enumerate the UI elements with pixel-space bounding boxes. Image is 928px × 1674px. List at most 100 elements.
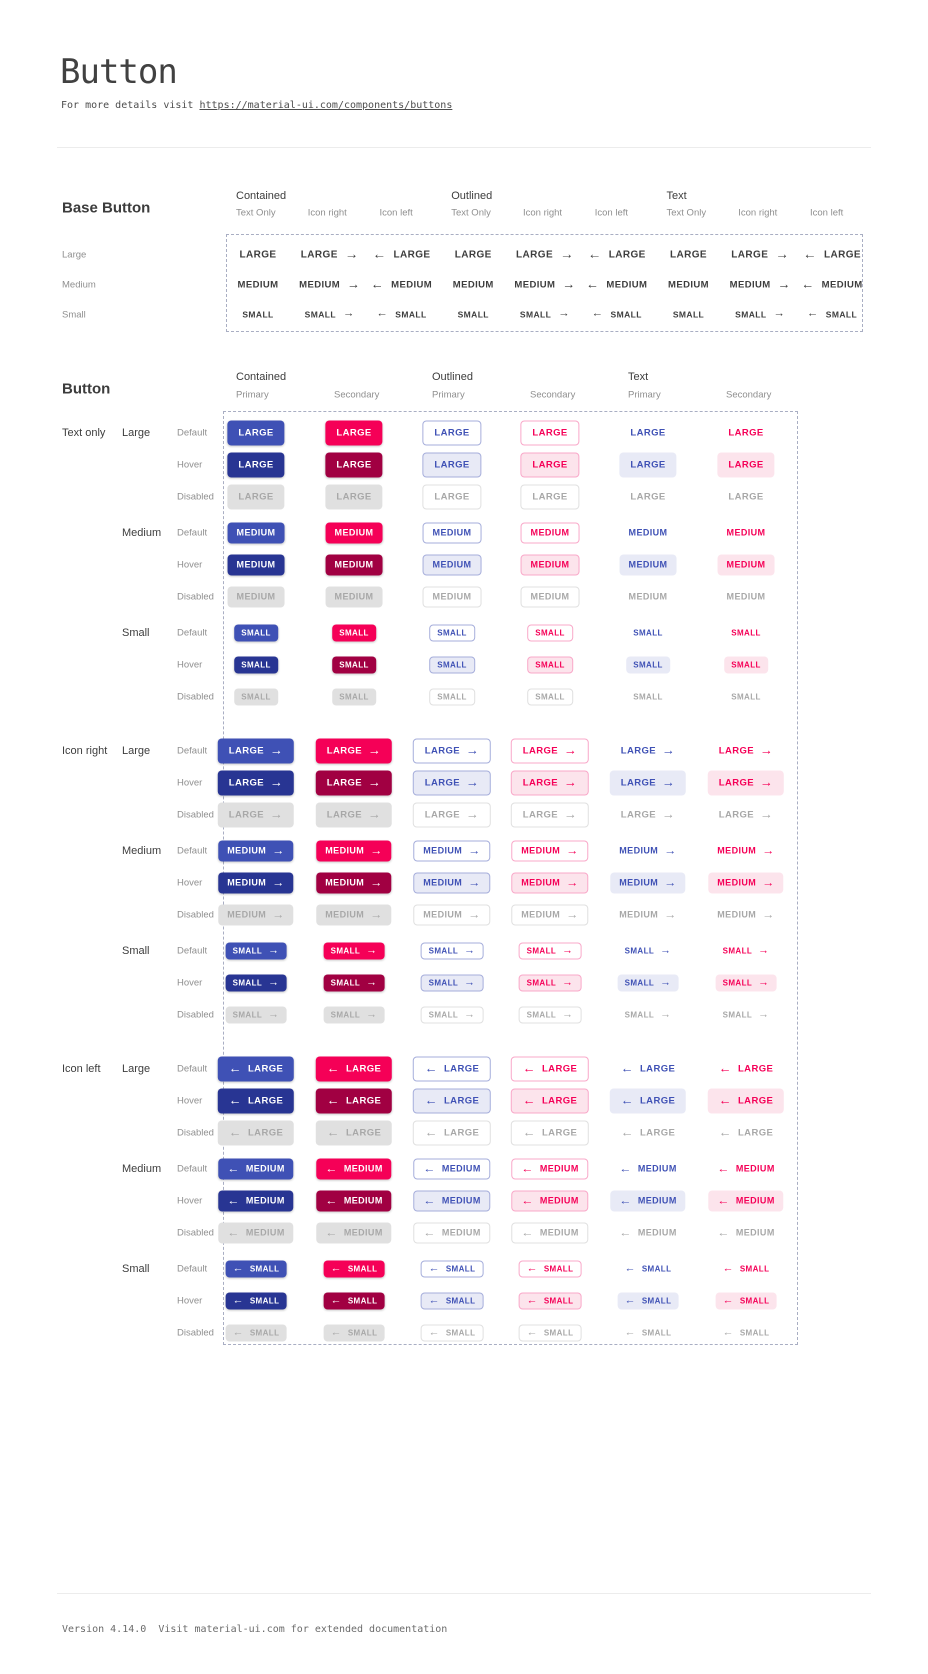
btn-text-secondary-medium-disabled-icon-right[interactable]: MEDIUM →: [708, 905, 783, 926]
docs-link[interactable]: https://material-ui.com/components/butto…: [199, 100, 453, 111]
base-button-small-icon-left[interactable]: ← SMALL: [369, 307, 433, 324]
btn-text-primary-large-default-icon-right[interactable]: LARGE →: [610, 739, 686, 764]
btn-outlined-secondary-large-default-icon-right[interactable]: LARGE →: [510, 738, 590, 764]
btn-contained-primary-medium-disabled-icon-right[interactable]: MEDIUM →: [218, 904, 294, 926]
btn-outlined-primary-medium-default-icon-left[interactable]: ← MEDIUM: [413, 1158, 491, 1180]
btn-contained-primary-small-default-icon-right[interactable]: SMALL →: [225, 942, 287, 960]
btn-contained-primary-large-hover-icon-right[interactable]: LARGE →: [217, 770, 295, 796]
btn-text-primary-medium-disabled-icon-none[interactable]: MEDIUM: [620, 587, 677, 608]
base-button-small-icon-none[interactable]: SMALL: [666, 307, 711, 324]
btn-contained-secondary-small-default-icon-right[interactable]: SMALL →: [323, 942, 385, 960]
btn-outlined-primary-medium-default-icon-right[interactable]: MEDIUM →: [413, 840, 491, 862]
btn-contained-secondary-large-disabled-icon-none[interactable]: LARGE: [325, 484, 383, 510]
btn-contained-primary-large-disabled-icon-none[interactable]: LARGE: [227, 484, 285, 510]
base-button-small-icon-none[interactable]: SMALL: [235, 307, 280, 324]
base-button-large-icon-none[interactable]: LARGE: [444, 243, 503, 268]
btn-contained-primary-medium-default-icon-right[interactable]: MEDIUM →: [218, 840, 294, 862]
btn-outlined-secondary-medium-default-icon-none[interactable]: MEDIUM: [520, 522, 580, 544]
base-button-small-icon-right[interactable]: SMALL →: [513, 307, 577, 324]
btn-text-secondary-medium-default-icon-left[interactable]: ← MEDIUM: [708, 1159, 783, 1180]
base-button-large-icon-right[interactable]: LARGE →: [505, 243, 585, 268]
btn-text-secondary-large-hover-icon-left[interactable]: ← LARGE: [707, 1088, 785, 1114]
btn-outlined-secondary-small-disabled-icon-none[interactable]: SMALL: [527, 688, 573, 706]
btn-contained-secondary-small-hover-icon-left[interactable]: ← SMALL: [323, 1292, 385, 1310]
btn-text-primary-small-default-icon-left[interactable]: ← SMALL: [618, 1261, 679, 1278]
btn-outlined-secondary-small-hover-icon-none[interactable]: SMALL: [527, 656, 573, 674]
btn-outlined-primary-small-hover-icon-left[interactable]: ← SMALL: [420, 1292, 484, 1310]
btn-contained-secondary-small-disabled-icon-none[interactable]: SMALL: [332, 688, 376, 706]
btn-outlined-secondary-large-default-icon-none[interactable]: LARGE: [520, 420, 580, 446]
btn-text-primary-medium-default-icon-left[interactable]: ← MEDIUM: [610, 1159, 685, 1180]
btn-contained-secondary-small-disabled-icon-right[interactable]: SMALL →: [323, 1006, 385, 1024]
base-button-medium-icon-left[interactable]: ← MEDIUM: [792, 275, 871, 296]
btn-contained-secondary-small-default-icon-left[interactable]: ← SMALL: [323, 1260, 385, 1278]
btn-text-secondary-large-hover-icon-none[interactable]: LARGE: [717, 452, 775, 478]
btn-contained-primary-large-default-icon-none[interactable]: LARGE: [227, 420, 285, 446]
btn-outlined-primary-large-default-icon-right[interactable]: LARGE →: [412, 738, 492, 764]
btn-text-secondary-large-default-icon-none[interactable]: LARGE: [717, 421, 774, 446]
btn-text-secondary-small-default-icon-right[interactable]: SMALL →: [716, 943, 777, 960]
base-button-medium-icon-right[interactable]: MEDIUM →: [721, 275, 800, 296]
base-button-medium-icon-none[interactable]: MEDIUM: [229, 275, 288, 296]
btn-text-secondary-small-hover-icon-none[interactable]: SMALL: [724, 656, 768, 674]
btn-text-secondary-small-hover-icon-left[interactable]: ← SMALL: [715, 1292, 777, 1310]
btn-outlined-primary-small-hover-icon-right[interactable]: SMALL →: [420, 974, 484, 992]
btn-contained-primary-medium-default-icon-none[interactable]: MEDIUM: [227, 522, 285, 544]
btn-outlined-primary-small-disabled-icon-none[interactable]: SMALL: [429, 688, 475, 706]
base-button-medium-icon-left[interactable]: ← MEDIUM: [577, 275, 656, 296]
btn-text-secondary-medium-default-icon-right[interactable]: MEDIUM →: [708, 841, 783, 862]
btn-text-primary-medium-hover-icon-right[interactable]: MEDIUM →: [610, 872, 686, 894]
btn-text-secondary-medium-hover-icon-left[interactable]: ← MEDIUM: [708, 1190, 784, 1212]
btn-outlined-primary-large-disabled-icon-none[interactable]: LARGE: [422, 484, 482, 510]
btn-text-primary-small-hover-icon-right[interactable]: SMALL →: [617, 974, 679, 992]
base-button-small-icon-none[interactable]: SMALL: [451, 307, 496, 324]
btn-text-primary-medium-default-icon-none[interactable]: MEDIUM: [620, 523, 677, 544]
btn-outlined-primary-medium-default-icon-none[interactable]: MEDIUM: [422, 522, 482, 544]
btn-outlined-secondary-medium-default-icon-right[interactable]: MEDIUM →: [511, 840, 589, 862]
btn-contained-primary-medium-hover-icon-right[interactable]: MEDIUM →: [218, 872, 294, 894]
base-button-small-icon-right[interactable]: SMALL →: [728, 307, 792, 324]
btn-contained-secondary-large-hover-icon-left[interactable]: ← LARGE: [315, 1088, 393, 1114]
btn-outlined-secondary-small-default-icon-none[interactable]: SMALL: [527, 624, 573, 642]
btn-contained-secondary-small-hover-icon-none[interactable]: SMALL: [332, 656, 376, 674]
btn-contained-primary-small-disabled-icon-right[interactable]: SMALL →: [225, 1006, 287, 1024]
btn-text-secondary-small-disabled-icon-left[interactable]: ← SMALL: [716, 1325, 777, 1342]
btn-outlined-secondary-medium-hover-icon-none[interactable]: MEDIUM: [520, 554, 580, 576]
btn-text-primary-large-default-icon-left[interactable]: ← LARGE: [610, 1057, 686, 1082]
btn-text-primary-medium-default-icon-right[interactable]: MEDIUM →: [610, 841, 685, 862]
base-button-small-icon-left[interactable]: ← SMALL: [800, 307, 864, 324]
btn-text-secondary-medium-default-icon-none[interactable]: MEDIUM: [718, 523, 775, 544]
btn-outlined-primary-small-disabled-icon-right[interactable]: SMALL →: [420, 1006, 484, 1024]
btn-contained-secondary-medium-hover-icon-right[interactable]: MEDIUM →: [316, 872, 392, 894]
btn-outlined-secondary-medium-default-icon-left[interactable]: ← MEDIUM: [511, 1158, 589, 1180]
btn-outlined-secondary-medium-disabled-icon-left[interactable]: ← MEDIUM: [511, 1222, 589, 1244]
btn-text-secondary-large-disabled-icon-right[interactable]: LARGE →: [708, 803, 784, 828]
btn-contained-secondary-large-disabled-icon-right[interactable]: LARGE →: [315, 802, 393, 828]
base-button-large-icon-right[interactable]: LARGE →: [290, 243, 370, 268]
btn-outlined-secondary-large-disabled-icon-none[interactable]: LARGE: [520, 484, 580, 510]
btn-contained-primary-medium-hover-icon-none[interactable]: MEDIUM: [227, 554, 285, 576]
btn-contained-secondary-large-default-icon-left[interactable]: ← LARGE: [315, 1056, 393, 1082]
btn-outlined-primary-small-hover-icon-none[interactable]: SMALL: [429, 656, 475, 674]
btn-text-secondary-small-default-icon-none[interactable]: SMALL: [724, 625, 768, 642]
btn-contained-secondary-medium-hover-icon-none[interactable]: MEDIUM: [325, 554, 383, 576]
base-button-large-icon-none[interactable]: LARGE: [229, 243, 288, 268]
btn-contained-secondary-medium-disabled-icon-none[interactable]: MEDIUM: [325, 586, 383, 608]
btn-outlined-primary-large-disabled-icon-right[interactable]: LARGE →: [412, 802, 492, 828]
btn-outlined-primary-large-hover-icon-right[interactable]: LARGE →: [412, 770, 492, 796]
btn-outlined-primary-large-default-icon-left[interactable]: ← LARGE: [412, 1056, 492, 1082]
btn-contained-primary-large-default-icon-right[interactable]: LARGE →: [217, 738, 295, 764]
btn-text-secondary-small-default-icon-left[interactable]: ← SMALL: [716, 1261, 777, 1278]
btn-text-primary-medium-disabled-icon-right[interactable]: MEDIUM →: [610, 905, 685, 926]
btn-outlined-primary-medium-disabled-icon-right[interactable]: MEDIUM →: [413, 904, 491, 926]
btn-outlined-secondary-medium-hover-icon-right[interactable]: MEDIUM →: [511, 872, 589, 894]
btn-text-secondary-large-disabled-icon-left[interactable]: ← LARGE: [708, 1121, 784, 1146]
btn-text-primary-medium-hover-icon-left[interactable]: ← MEDIUM: [610, 1190, 686, 1212]
btn-outlined-primary-small-default-icon-none[interactable]: SMALL: [429, 624, 475, 642]
btn-text-primary-large-hover-icon-right[interactable]: LARGE →: [609, 770, 687, 796]
btn-text-primary-large-disabled-icon-none[interactable]: LARGE: [619, 485, 676, 510]
btn-contained-secondary-small-default-icon-none[interactable]: SMALL: [332, 624, 376, 642]
btn-outlined-primary-small-disabled-icon-left[interactable]: ← SMALL: [420, 1324, 484, 1342]
btn-outlined-primary-small-default-icon-left[interactable]: ← SMALL: [420, 1260, 484, 1278]
base-button-medium-icon-none[interactable]: MEDIUM: [659, 275, 718, 296]
